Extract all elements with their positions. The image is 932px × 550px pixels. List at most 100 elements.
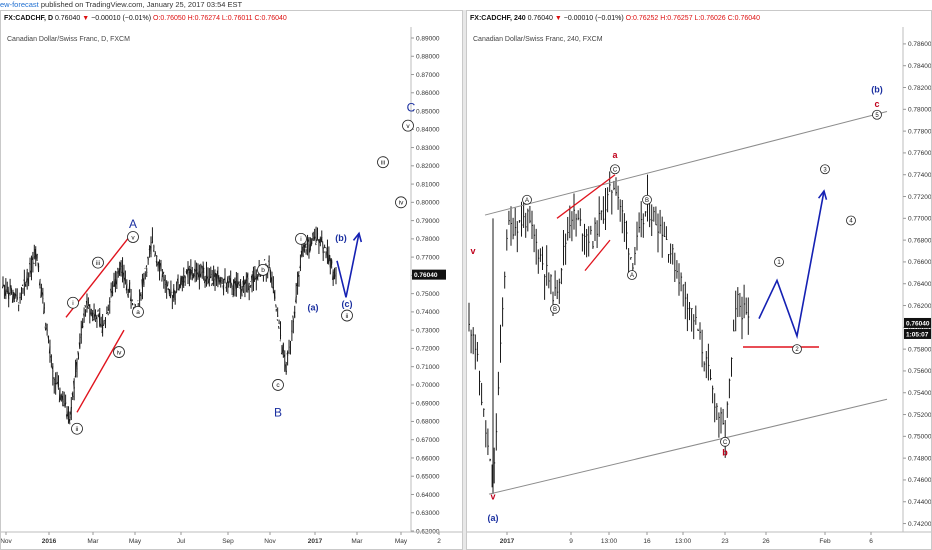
- bar-open-tick: [303, 245, 306, 253]
- bar-open-tick: [107, 311, 109, 316]
- bar-open-tick: [256, 275, 259, 279]
- bar-open-tick: [68, 419, 71, 425]
- bar-open-tick: [305, 243, 307, 249]
- bar-open-tick: [56, 382, 58, 385]
- bar-open-tick: [270, 277, 273, 288]
- daily-chart-title: Canadian Dollar/Swiss Franc, D, FXCM: [7, 36, 130, 43]
- price-tick-label: 0.78000: [416, 236, 440, 243]
- bar-open-tick: [38, 280, 41, 286]
- h4-chart-panel[interactable]: FX:CADCHF, 240 0.76040 ▼ −0.00010 (−0.01…: [466, 10, 932, 550]
- bar-open-tick: [332, 271, 334, 280]
- bar-open-tick: [1, 285, 4, 289]
- bar-open-tick: [241, 289, 243, 297]
- trend-line-lower: [584, 239, 611, 272]
- bar-open-tick: [276, 319, 279, 321]
- bar-open-tick: [11, 293, 14, 303]
- bar-open-tick: [4, 289, 7, 296]
- bar-open-tick: [268, 260, 270, 263]
- bar-open-tick: [78, 342, 81, 350]
- high: H:0.76257: [660, 15, 693, 22]
- bar-open-tick: [6, 290, 8, 292]
- bar-open-tick: [121, 271, 123, 274]
- wave-label-circle: [402, 119, 414, 132]
- wave-label: A: [129, 217, 137, 231]
- bar-open-tick: [128, 282, 131, 293]
- bar-open-tick: [250, 275, 253, 283]
- bar-open-tick: [74, 375, 77, 378]
- price-tick-label: 0.72000: [416, 346, 440, 353]
- bar-open-tick: [178, 287, 180, 291]
- price-tick-label: 0.84000: [416, 127, 440, 134]
- wave-label-circle: [872, 109, 882, 120]
- price-tick-label: 0.74600: [908, 477, 932, 484]
- bar-open-tick: [330, 258, 333, 269]
- bar-open-tick: [111, 290, 114, 294]
- price-tick-label: 0.65000: [416, 474, 440, 481]
- wave-label: 2: [795, 347, 799, 353]
- bar-open-tick: [7, 286, 10, 300]
- close: C:0.76040: [254, 15, 287, 22]
- bar-open-tick: [206, 276, 209, 280]
- wave-label-circle: [67, 296, 79, 309]
- bar-open-tick: [196, 272, 199, 276]
- wave-label-circle: [113, 346, 125, 358]
- author-link[interactable]: ew-forecast: [0, 0, 39, 9]
- wave-label: ii: [76, 426, 79, 433]
- bar-open-tick: [81, 321, 84, 329]
- close: C:0.76040: [727, 15, 760, 22]
- price-tick-label: 0.74000: [416, 309, 440, 316]
- bar-open-tick: [26, 272, 28, 283]
- price-tick-label: 0.82000: [416, 163, 440, 170]
- bar-open-tick: [30, 270, 32, 275]
- bar-open-tick: [105, 312, 108, 315]
- bar-open-tick: [63, 404, 65, 407]
- bar-open-tick: [147, 256, 149, 260]
- bar-open-tick: [176, 278, 179, 285]
- wave-label: (c): [342, 299, 353, 309]
- wave-label: (a): [488, 513, 499, 523]
- projection-arrowhead: [817, 189, 828, 200]
- time-tick-label: 2: [437, 538, 441, 545]
- bar-open-tick: [51, 366, 54, 370]
- price-tick-label: 0.83000: [416, 145, 440, 152]
- bar-open-tick: [162, 271, 165, 275]
- bar-open-tick: [131, 299, 133, 302]
- bar-open-tick: [57, 382, 59, 390]
- bar-open-tick: [209, 276, 212, 279]
- bar-open-tick: [115, 279, 118, 285]
- bar-open-tick: [125, 285, 128, 291]
- bar-open-tick: [327, 254, 330, 265]
- wave-label: B: [553, 307, 557, 313]
- h4-chart-title: Canadian Dollar/Swiss Franc, 240, FXCM: [473, 36, 603, 43]
- symbol[interactable]: FX:CADCHF, 240: [470, 15, 526, 22]
- symbol[interactable]: FX:CADCHF, D: [4, 15, 53, 22]
- bar-open-tick: [159, 263, 162, 269]
- bar-open-tick: [102, 322, 105, 327]
- bar-open-tick: [319, 238, 321, 244]
- bar-open-tick: [283, 354, 286, 357]
- panel-divider[interactable]: [463, 10, 466, 550]
- bar-open-tick: [23, 279, 25, 282]
- wave-label-circle: [792, 344, 802, 355]
- bar-open-tick: [90, 309, 92, 315]
- bar-open-tick: [296, 282, 299, 287]
- price-tick-label: 0.81000: [416, 181, 440, 188]
- time-tick-label: 16: [643, 538, 651, 545]
- bar-open-tick: [253, 275, 256, 283]
- wave-label-circle: [522, 194, 532, 205]
- price-tick-label: 0.70000: [416, 382, 440, 389]
- daily-chart-panel[interactable]: FX:CADCHF, D 0.76040 ▼ −0.00010 (−0.01%)…: [0, 10, 463, 550]
- wave-label-circle: [132, 305, 144, 318]
- wave-label: v: [406, 123, 410, 130]
- bar-open-tick: [167, 281, 169, 287]
- bar-open-tick: [306, 239, 309, 245]
- bar-open-tick: [229, 278, 232, 284]
- bar-open-tick: [88, 304, 91, 308]
- bar-open-tick: [65, 414, 68, 419]
- bar-open-tick: [222, 285, 225, 291]
- bar-open-tick: [295, 296, 297, 303]
- bar-open-tick: [28, 262, 31, 265]
- bar-open-tick: [84, 304, 87, 308]
- bar-open-tick: [169, 289, 172, 299]
- bar-open-tick: [194, 268, 196, 277]
